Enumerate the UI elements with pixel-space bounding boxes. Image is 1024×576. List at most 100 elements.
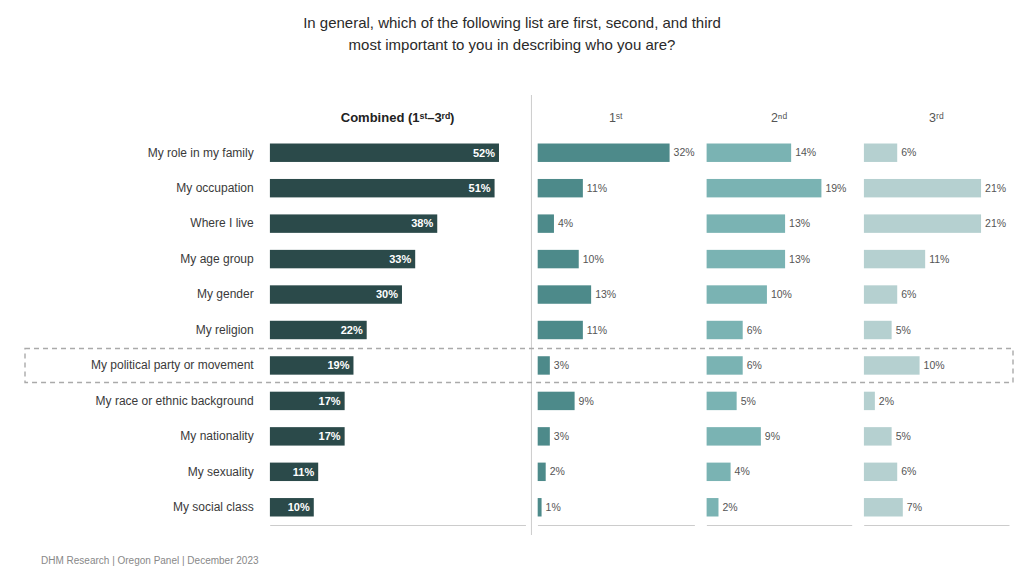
data-label: 21%	[985, 182, 1006, 194]
data-label: 11%	[587, 324, 607, 336]
data-label: 51%	[469, 182, 491, 194]
column-header: Combined (1ˢᵗ–3ʳᵈ)	[341, 110, 455, 125]
bar	[706, 285, 767, 303]
x-axis	[864, 525, 1009, 526]
data-label: 10%	[583, 253, 604, 265]
bars	[270, 144, 499, 517]
bar	[864, 214, 981, 232]
data-label: 10%	[924, 359, 945, 371]
data-label: 38%	[411, 217, 433, 229]
data-label: 19%	[327, 359, 349, 371]
data-label: 10%	[771, 288, 792, 300]
y-tick: My gender	[197, 287, 258, 301]
bar	[270, 427, 345, 445]
data-label: 22%	[341, 324, 363, 336]
y-tick: My occupation	[176, 181, 257, 195]
data-label: 19%	[825, 182, 846, 194]
y-tick-label: My age group	[180, 252, 254, 266]
data-labels: 52%51%38%33%30%22%19%17%17%11%10%	[288, 147, 495, 514]
bar	[537, 392, 574, 410]
data-label: 2%	[879, 395, 894, 407]
bar	[537, 463, 545, 481]
x-axis	[538, 525, 695, 526]
data-label: 13%	[789, 217, 810, 229]
bar	[706, 463, 730, 481]
data-labels: 6%21%21%11%6%5%10%2%5%6%7%	[879, 146, 1006, 513]
data-label: 6%	[747, 324, 762, 336]
bar	[270, 321, 367, 339]
bar	[864, 392, 875, 410]
data-label: 13%	[595, 288, 616, 300]
data-label: 6%	[901, 288, 916, 300]
bar	[270, 285, 402, 303]
bar	[270, 179, 495, 197]
y-tick-label: My political party or movement	[91, 358, 254, 372]
data-label: 2%	[550, 465, 565, 477]
bar	[537, 285, 591, 303]
bar	[864, 321, 892, 339]
data-label: 3%	[554, 430, 569, 442]
bar	[864, 498, 903, 516]
data-labels: 32%11%4%10%13%11%3%9%3%2%1%	[546, 146, 695, 513]
y-tick: My political party or movement	[91, 358, 258, 372]
bar	[706, 427, 760, 445]
y-tick: My sexuality	[188, 465, 258, 479]
data-label: 7%	[907, 501, 922, 513]
x-axis-line	[864, 525, 1009, 526]
column-header: 3ʳᵈ	[929, 111, 944, 125]
title: In general, which of the following list …	[303, 14, 721, 31]
data-label: 11%	[929, 253, 949, 265]
data-label: 4%	[558, 217, 573, 229]
x-axis	[707, 525, 852, 526]
data-label: 32%	[674, 146, 695, 158]
data-label: 52%	[473, 147, 495, 159]
bar	[537, 321, 582, 339]
y-tick-label: My occupation	[176, 181, 253, 195]
data-label: 2%	[722, 501, 737, 513]
bar	[706, 498, 718, 516]
data-label: 14%	[795, 146, 816, 158]
y-tick-label: My race or ethnic background	[96, 394, 254, 408]
bar	[706, 144, 791, 162]
bar	[537, 427, 549, 445]
y-tick: My role in my family	[148, 146, 258, 160]
data-label: 5%	[896, 430, 911, 442]
y-axis: My role in my family My occupation Where I…	[91, 146, 258, 515]
bar	[270, 463, 319, 481]
chart: In general, which of the following list …	[0, 0, 1024, 576]
data-label: 5%	[896, 324, 911, 336]
y-tick-label: My social class	[173, 500, 254, 514]
bar	[706, 179, 821, 197]
bar	[537, 250, 578, 268]
x-axis-line	[538, 525, 695, 526]
bar	[864, 356, 920, 374]
y-tick-label: My nationality	[180, 429, 253, 443]
bar	[864, 463, 898, 481]
bar	[270, 498, 314, 516]
bar	[864, 285, 898, 303]
data-label: 13%	[789, 253, 810, 265]
bar	[270, 250, 416, 268]
bars	[706, 144, 821, 517]
data-label: 17%	[319, 395, 341, 407]
bar	[537, 498, 541, 516]
column-header: 1ˢᵗ	[609, 111, 623, 125]
bar	[270, 392, 345, 410]
data-label: 30%	[376, 288, 398, 300]
separator	[531, 95, 532, 535]
y-tick: My religion	[196, 323, 258, 337]
x-axis-line	[707, 525, 852, 526]
data-labels: 14%19%13%13%10%6%6%5%9%4%2%	[722, 146, 846, 513]
bar	[537, 356, 549, 374]
footer: DHM Research | Oregon Panel | December 2…	[41, 555, 259, 566]
data-label: 9%	[765, 430, 780, 442]
bar	[537, 144, 669, 162]
bar	[706, 321, 742, 339]
x-axis-line	[270, 525, 526, 526]
data-label: 17%	[319, 430, 341, 442]
y-tick-label: Where I live	[190, 216, 254, 230]
y-tick: Where I live	[190, 216, 257, 230]
y-tick: My social class	[173, 500, 258, 514]
data-label: 10%	[288, 501, 310, 513]
data-label: 5%	[741, 395, 756, 407]
